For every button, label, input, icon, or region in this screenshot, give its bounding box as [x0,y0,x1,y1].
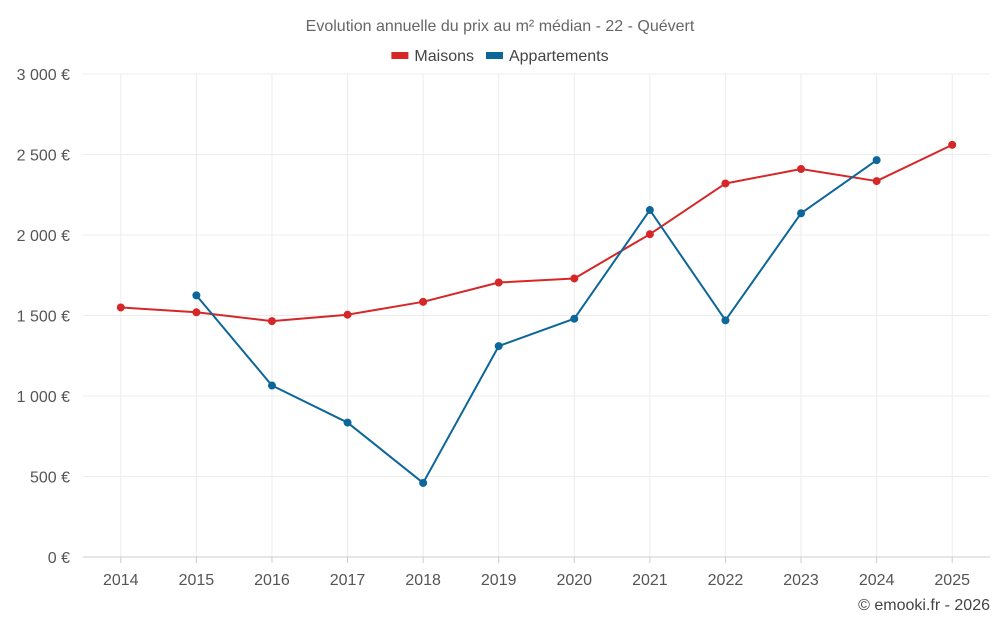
data-point[interactable] [419,478,428,487]
series-maisons [116,140,957,326]
y-tick-label: 500 € [30,470,70,487]
x-tick-label: 2019 [481,572,517,589]
legend-item-maisons[interactable]: Maisons [391,48,474,65]
chart-title: Evolution annuelle du prix au m² médian … [306,18,695,35]
data-point[interactable] [192,291,201,300]
y-tick-label: 2 000 € [17,228,70,245]
y-tick-label: 2 500 € [17,148,70,165]
legend-label: Appartements [509,48,609,65]
x-tick-label: 2014 [103,572,139,589]
data-point[interactable] [494,278,503,287]
series-line [195,159,878,484]
x-tick-label: 2020 [556,572,592,589]
data-point[interactable] [192,308,201,317]
data-point[interactable] [494,342,503,351]
data-point[interactable] [721,179,730,188]
legend-swatch [485,52,503,59]
credit-text: © emooki.fr - 2026 [858,597,990,614]
data-point[interactable] [872,177,881,186]
data-point[interactable] [721,316,730,325]
x-tick-label: 2021 [632,572,668,589]
legend-item-appartements[interactable]: Appartements [485,48,609,65]
data-point[interactable] [116,303,125,312]
x-tick-label: 2017 [330,572,366,589]
series-layer [116,140,957,487]
data-point[interactable] [343,418,352,427]
data-point[interactable] [267,381,276,390]
x-tick-label: 2016 [254,572,290,589]
y-tick-label: 0 € [48,550,70,567]
x-tick-label: 2023 [783,572,819,589]
axis-layer: 0 € 500 € 1 000 € 1 500 € 2 000 € 2 500 € 3 00… [17,67,990,589]
data-point[interactable] [267,317,276,326]
data-point[interactable] [948,140,957,149]
x-tick-label: 2024 [859,572,895,589]
data-point[interactable] [797,209,806,218]
data-point[interactable] [570,314,579,323]
y-tick-label: 1 500 € [17,309,70,326]
series-line [120,143,953,323]
x-tick-label: 2018 [405,572,441,589]
legend-label: Maisons [414,48,474,65]
legend-swatch [391,52,409,59]
x-tick-label: 2022 [708,572,744,589]
series-appartements [192,156,881,487]
legend: Maisons Appartements [391,48,609,65]
data-point[interactable] [645,230,654,239]
data-point[interactable] [645,206,654,215]
data-point[interactable] [570,274,579,283]
data-point[interactable] [797,164,806,173]
data-point[interactable] [419,297,428,306]
x-tick-label: 2015 [179,572,215,589]
data-point[interactable] [343,310,352,319]
y-tick-label: 1 000 € [17,389,70,406]
data-point[interactable] [872,156,881,165]
y-tick-label: 3 000 € [17,67,70,84]
x-tick-label: 2025 [934,572,970,589]
